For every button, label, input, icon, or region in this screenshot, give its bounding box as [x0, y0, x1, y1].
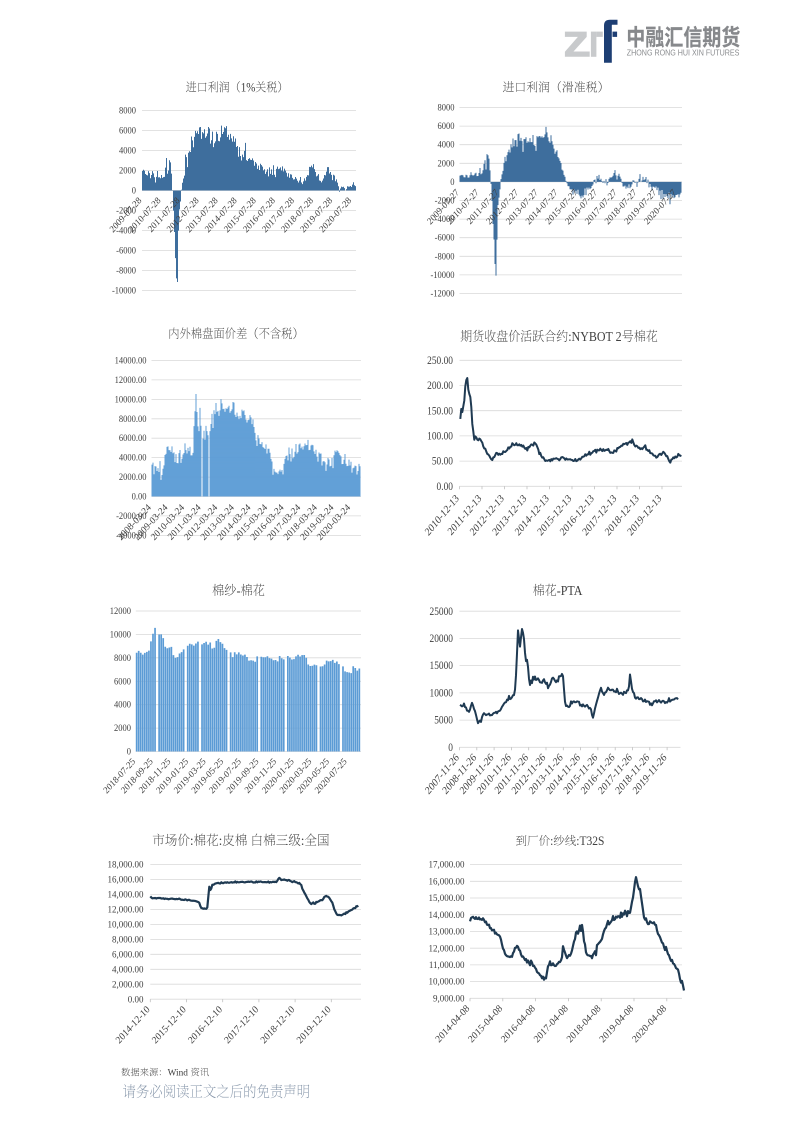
- svg-text::: :: [190, 833, 194, 849]
- svg-text:-8000: -8000: [116, 265, 136, 275]
- svg-text:12,000.00: 12,000.00: [429, 944, 465, 954]
- svg-text:12000: 12000: [110, 606, 132, 616]
- svg-text:250.00: 250.00: [427, 355, 453, 367]
- svg-text:17,000.00: 17,000.00: [429, 860, 465, 870]
- svg-text:6000: 6000: [438, 121, 455, 131]
- svg-text:12000.00: 12000.00: [115, 375, 147, 385]
- svg-text:18,000.00: 18,000.00: [108, 860, 144, 870]
- svg-text:6,000.00: 6,000.00: [112, 950, 144, 960]
- svg-text:4000: 4000: [438, 139, 455, 149]
- svg-text:8000: 8000: [114, 652, 131, 662]
- svg-text:-2000: -2000: [435, 195, 455, 205]
- svg-text:25000: 25000: [430, 606, 453, 618]
- svg-text:16,000.00: 16,000.00: [429, 877, 465, 887]
- svg-text:-4000: -4000: [116, 225, 136, 235]
- svg-text:-6000: -6000: [435, 232, 455, 242]
- svg-text:2000.00: 2000.00: [119, 472, 147, 482]
- svg-text:10,000.00: 10,000.00: [429, 977, 465, 987]
- svg-text::T32S: :T32S: [576, 834, 604, 848]
- svg-text:2,000.00: 2,000.00: [112, 980, 144, 990]
- svg-text:50.00: 50.00: [432, 456, 453, 468]
- svg-text:0.00: 0.00: [437, 481, 453, 493]
- svg-text::: :: [301, 833, 305, 849]
- svg-text:4000.00: 4000.00: [119, 452, 147, 462]
- svg-text:8000: 8000: [119, 105, 136, 115]
- svg-text:6000.00: 6000.00: [119, 433, 147, 443]
- svg-text:2000: 2000: [114, 723, 131, 733]
- svg-text:0: 0: [132, 185, 137, 195]
- svg-text:14000.00: 14000.00: [115, 355, 147, 365]
- svg-text:10000: 10000: [110, 629, 132, 639]
- svg-text:200.00: 200.00: [427, 380, 453, 392]
- svg-text:6000: 6000: [119, 125, 136, 135]
- svg-text:ZHONG RONG HUI XIN FUTURES: ZHONG RONG HUI XIN FUTURES: [627, 49, 740, 58]
- svg-text:5000: 5000: [434, 715, 453, 727]
- svg-text:9,000.00: 9,000.00: [433, 994, 465, 1004]
- svg-text:12,000.00: 12,000.00: [108, 905, 144, 915]
- svg-text:-PTA: -PTA: [557, 583, 583, 598]
- svg-text:0: 0: [127, 746, 132, 756]
- svg-text:14,000.00: 14,000.00: [429, 911, 465, 921]
- svg-text:8,000.00: 8,000.00: [112, 935, 144, 945]
- svg-text:0: 0: [450, 177, 455, 187]
- svg-text:100.00: 100.00: [427, 431, 453, 443]
- svg-text:0.00: 0.00: [132, 491, 147, 501]
- svg-text:4,000.00: 4,000.00: [112, 965, 144, 975]
- svg-text:11,000.00: 11,000.00: [429, 961, 465, 971]
- svg-text:10000.00: 10000.00: [115, 394, 147, 404]
- svg-text:-2000.00: -2000.00: [116, 511, 147, 521]
- svg-text:-4000.00: -4000.00: [116, 530, 147, 540]
- svg-text:-12000: -12000: [430, 288, 455, 298]
- svg-text:-: -: [237, 583, 241, 598]
- svg-text:150.00: 150.00: [427, 406, 453, 418]
- svg-text:-2000: -2000: [116, 205, 136, 215]
- svg-text:14,000.00: 14,000.00: [108, 890, 144, 900]
- svg-text:1%: 1%: [241, 81, 256, 95]
- svg-text:-8000: -8000: [435, 251, 455, 261]
- svg-text:8000: 8000: [438, 102, 455, 112]
- svg-text:-10000: -10000: [430, 270, 455, 280]
- svg-text::NYBOT 2: :NYBOT 2: [568, 329, 621, 344]
- svg-text:-6000: -6000: [116, 245, 136, 255]
- svg-text:Wind: Wind: [168, 1069, 189, 1079]
- svg-text:-4000: -4000: [435, 214, 455, 224]
- svg-text:4000: 4000: [119, 145, 136, 155]
- svg-text:15,000.00: 15,000.00: [429, 894, 465, 904]
- svg-text:6000: 6000: [114, 676, 131, 686]
- svg-text::: :: [550, 834, 553, 848]
- svg-text:13,000.00: 13,000.00: [429, 927, 465, 937]
- svg-text:10,000.00: 10,000.00: [108, 920, 144, 930]
- svg-text:4000: 4000: [114, 699, 131, 709]
- svg-text:0.00: 0.00: [128, 995, 144, 1005]
- svg-text:20000: 20000: [430, 633, 453, 645]
- svg-text:10000: 10000: [430, 688, 453, 700]
- svg-text:15000: 15000: [430, 661, 453, 673]
- svg-text::: :: [219, 833, 223, 849]
- svg-text:0: 0: [448, 742, 453, 754]
- svg-text:-10000: -10000: [112, 285, 137, 295]
- svg-text:2000: 2000: [119, 165, 136, 175]
- svg-text:2000: 2000: [438, 158, 455, 168]
- svg-text:8000.00: 8000.00: [119, 413, 147, 423]
- svg-text:16,000.00: 16,000.00: [108, 875, 144, 885]
